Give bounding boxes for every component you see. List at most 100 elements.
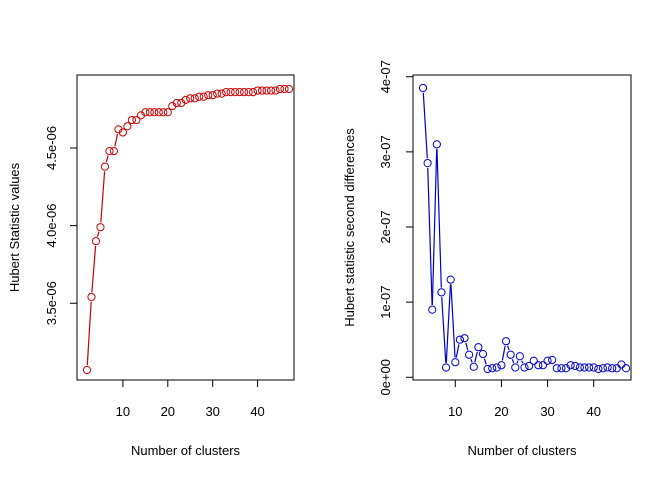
y-tick-label: 1e-07 — [378, 286, 393, 319]
data-point — [465, 350, 474, 359]
y-tick-label: 0e+00 — [378, 359, 393, 396]
hubert-statistic-panel: Number of clusters Hubert Statistic valu… — [7, 74, 295, 458]
data-point — [240, 88, 249, 97]
series-segment — [441, 297, 447, 363]
data-point — [571, 361, 580, 371]
y-tick-label: 2e-07 — [378, 210, 393, 243]
data-point — [584, 363, 594, 372]
data-point — [538, 361, 548, 370]
data-point — [91, 237, 101, 246]
data-point — [195, 92, 204, 101]
series-segment — [474, 351, 478, 363]
data-point — [446, 275, 455, 284]
data-point — [460, 334, 469, 343]
data-point — [594, 364, 603, 374]
data-point — [217, 89, 226, 98]
data-point — [105, 146, 114, 156]
data-point — [492, 363, 501, 372]
data-point — [271, 86, 280, 95]
series-segment — [465, 342, 469, 351]
data-point — [257, 86, 267, 95]
data-point — [612, 364, 621, 373]
data-point — [190, 94, 199, 103]
series-segment — [521, 360, 524, 364]
data-point — [186, 94, 195, 103]
data-point — [497, 361, 506, 370]
series-segment — [501, 345, 506, 361]
data-point — [441, 363, 451, 372]
x-tick-label: 40 — [586, 404, 600, 419]
data-point — [501, 337, 511, 346]
data-point — [515, 352, 524, 361]
data-point — [266, 86, 276, 95]
data-point — [145, 108, 154, 117]
data-point — [159, 108, 168, 117]
data-point — [529, 356, 538, 365]
data-point — [474, 343, 483, 352]
data-point — [123, 122, 132, 131]
data-point — [199, 92, 208, 101]
hubert-second-differences-panel: Number of clusters Hubert statistic seco… — [342, 60, 632, 458]
data-point — [248, 88, 258, 97]
data-point — [428, 305, 437, 314]
y-axis-label-left: Hubert Statistic values — [7, 162, 22, 292]
data-point — [548, 355, 557, 365]
data-point — [455, 335, 465, 344]
series-segment — [511, 359, 515, 364]
data-point — [580, 363, 589, 372]
data-point — [589, 363, 598, 372]
data-point — [520, 363, 529, 372]
x-tick-label: 40 — [250, 404, 264, 419]
data-point — [621, 364, 631, 373]
data-point — [226, 88, 235, 97]
data-point — [478, 349, 488, 359]
data-point — [534, 361, 543, 370]
x-axis-label-left: Number of clusters — [131, 443, 241, 458]
data-point — [172, 98, 181, 108]
data-point — [543, 356, 552, 365]
data-point — [208, 91, 217, 100]
data-point — [118, 128, 128, 137]
x-tick-label: 10 — [116, 404, 130, 419]
y-tick-label: 3.5e-06 — [44, 281, 59, 325]
data-point — [557, 364, 566, 373]
series-segment — [445, 284, 452, 363]
data-point — [608, 364, 617, 373]
x-axis-label-right: Number of clusters — [467, 443, 577, 458]
data-point — [253, 86, 262, 95]
data-point — [525, 361, 534, 371]
series-segment — [91, 245, 97, 293]
x-tick-label: 20 — [161, 404, 175, 419]
x-tick-label: 30 — [540, 404, 554, 419]
series-segment — [470, 358, 473, 363]
data-point — [423, 159, 432, 168]
series-segment — [516, 360, 519, 364]
y-tick-label: 3e-07 — [378, 135, 393, 168]
x-tick-label: 10 — [448, 404, 462, 419]
y-axis-label-right: Hubert statistic second differences — [342, 128, 357, 327]
data-point — [231, 88, 240, 97]
series-segment — [450, 284, 456, 358]
data-point — [437, 288, 446, 297]
data-point — [222, 88, 231, 97]
y-tick-label: 4.0e-06 — [44, 204, 59, 248]
x-tick-label: 20 — [494, 404, 508, 419]
data-point — [163, 108, 172, 117]
data-point — [244, 88, 253, 97]
data-point — [181, 95, 190, 104]
data-point — [603, 363, 612, 372]
data-point — [213, 89, 222, 98]
series-segment — [455, 344, 460, 358]
data-point — [617, 360, 626, 369]
series-segment — [436, 149, 442, 288]
data-point — [451, 358, 460, 367]
x-tick-label: 30 — [205, 404, 219, 419]
data-point — [511, 363, 520, 372]
plot-frame-right — [412, 74, 632, 381]
data-point — [235, 88, 244, 97]
data-point — [566, 361, 575, 370]
y-tick-label: 4e-07 — [378, 60, 393, 93]
series-segment — [86, 301, 92, 366]
data-point — [204, 91, 213, 100]
series-segment — [96, 231, 100, 237]
